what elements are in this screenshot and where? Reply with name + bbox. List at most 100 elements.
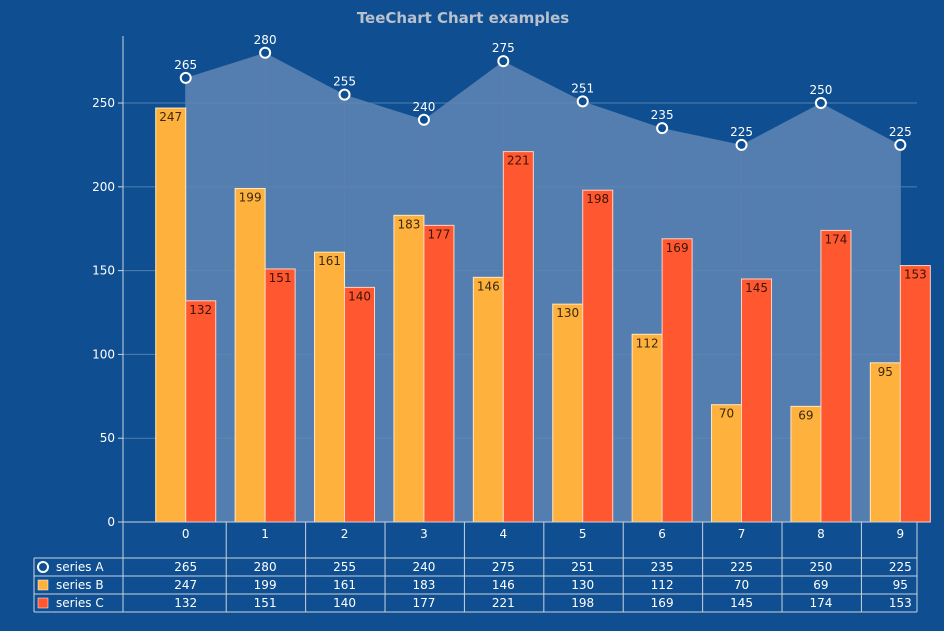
table-cell: 183: [412, 578, 435, 592]
x-tick-label: 8: [817, 527, 825, 541]
x-tick-label: 5: [579, 527, 587, 541]
series-c-bar: [264, 268, 296, 523]
series-b-bar: [631, 333, 663, 523]
legend-symbol-series-c: [37, 597, 49, 609]
table-cell: 247: [174, 578, 197, 592]
series-b-bar: [869, 362, 901, 523]
series-a-data-label: 265: [174, 58, 197, 72]
series-a-data-label: 250: [809, 83, 832, 97]
table-cell: 177: [412, 596, 435, 610]
table-cell: 221: [492, 596, 515, 610]
table-cell: 174: [809, 596, 832, 610]
series-c-data-label: 177: [427, 227, 450, 241]
series-c-data-label: 198: [586, 192, 609, 206]
x-tick-label: 3: [420, 527, 428, 541]
series-a-data-label: 225: [889, 125, 912, 139]
series-c-data-label: 153: [904, 268, 927, 282]
x-tick-label: 4: [500, 527, 508, 541]
series-a-point: [894, 138, 907, 151]
table-cell: 140: [333, 596, 356, 610]
series-a-marker-layer: 265 280 255 240 275 251 235 225 250 225: [174, 33, 912, 151]
table-cell: 275: [492, 560, 515, 574]
table-cell: 151: [254, 596, 277, 610]
x-tick-label: 9: [897, 527, 905, 541]
table-cell: 70: [734, 578, 749, 592]
series-c-data-label: 140: [348, 289, 371, 303]
x-tick-label: 1: [261, 527, 269, 541]
series-c-data-label: 221: [507, 154, 530, 168]
series-c-bar: [820, 229, 852, 523]
series-b-data-label: 95: [878, 365, 893, 379]
table-cell: 153: [889, 596, 912, 610]
series-a-data-label: 280: [254, 33, 277, 47]
series-b-bar: [552, 303, 584, 523]
series-c-bar: [344, 286, 376, 523]
series-c-data-label: 145: [745, 281, 768, 295]
legend-symbol-series-a: [37, 561, 49, 573]
table-cell: 146: [492, 578, 515, 592]
series-a-data-label: 255: [333, 75, 356, 89]
series-b-bar: [155, 107, 187, 523]
y-tick-label: 0: [107, 515, 115, 529]
series-b-data-label: 130: [556, 306, 579, 320]
y-tick-label: 50: [100, 431, 115, 445]
series-b-data-label: 247: [159, 110, 182, 124]
axis-layer: 0 50 100 150 200 250: [92, 36, 917, 529]
table-cell: 250: [809, 560, 832, 574]
series-c-bar: [185, 300, 217, 523]
y-tick-label: 150: [92, 264, 115, 278]
series-b-data-label: 69: [798, 408, 813, 422]
series-b-bar: [472, 276, 504, 523]
series-c-data-label: 132: [189, 303, 212, 317]
series-a-data-label: 251: [571, 81, 594, 95]
table-cell: 251: [571, 560, 594, 574]
series-a-data-label: 235: [651, 108, 674, 122]
data-table: 0 1 2 3 4 5 6 7 8 9 series A 265 280 255 240 275 251 235 2…: [33, 522, 918, 613]
series-a-point: [656, 122, 669, 135]
series-b-data-label: 112: [636, 336, 659, 350]
series-a-point: [735, 138, 748, 151]
table-cell: 225: [730, 560, 753, 574]
series-b-data-label: 199: [239, 191, 262, 205]
table-cell: 112: [651, 578, 674, 592]
table-cell: 240: [412, 560, 435, 574]
series-c-bar: [741, 278, 773, 523]
table-cell: 265: [174, 560, 197, 574]
table-cell: 69: [813, 578, 828, 592]
series-b-bar: [393, 214, 425, 523]
x-tick-label: 6: [658, 527, 666, 541]
bar-layer: 247 132 199 151 161 140 183 177 146 221 130 198 112 1…: [155, 107, 931, 523]
series-a-point: [417, 113, 430, 126]
table-cell: 130: [571, 578, 594, 592]
table-cell: 199: [254, 578, 277, 592]
table-cell: 198: [571, 596, 594, 610]
table-cell: 280: [254, 560, 277, 574]
table-cell: 145: [730, 596, 753, 610]
series-a-point: [814, 97, 827, 110]
series-a-point: [497, 55, 510, 68]
series-b-bar: [790, 405, 822, 523]
y-tick-label: 250: [92, 96, 115, 110]
series-b-bar: [234, 188, 266, 523]
legend-label: series A: [56, 560, 104, 574]
series-c-data-label: 169: [666, 241, 689, 255]
series-a-data-label: 275: [492, 41, 515, 55]
x-tick-label: 7: [738, 527, 746, 541]
series-a-point: [338, 88, 351, 101]
x-tick-label: 0: [182, 527, 190, 541]
table-cell: 255: [333, 560, 356, 574]
series-b-data-label: 183: [397, 217, 420, 231]
series-a-point: [259, 46, 272, 59]
series-b-data-label: 161: [318, 254, 341, 268]
series-a-data-label: 225: [730, 125, 753, 139]
series-b-data-label: 70: [719, 407, 734, 421]
series-a-data-label: 240: [412, 100, 435, 114]
series-c-data-label: 151: [269, 271, 292, 285]
series-c-bar: [423, 224, 455, 523]
series-b-data-label: 146: [477, 279, 500, 293]
table-cell: 132: [174, 596, 197, 610]
table-cell: 95: [893, 578, 908, 592]
legend-label: series B: [56, 578, 104, 592]
series-c-data-label: 174: [824, 232, 847, 246]
